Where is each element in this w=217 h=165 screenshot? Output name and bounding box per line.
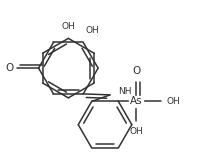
Text: As: As	[130, 97, 143, 106]
Text: O: O	[132, 66, 140, 76]
Text: OH: OH	[129, 127, 143, 136]
Text: O: O	[6, 63, 14, 73]
Text: OH: OH	[61, 22, 75, 32]
Text: OH: OH	[166, 97, 180, 106]
Text: NH: NH	[118, 87, 132, 96]
Text: OH: OH	[85, 26, 99, 35]
